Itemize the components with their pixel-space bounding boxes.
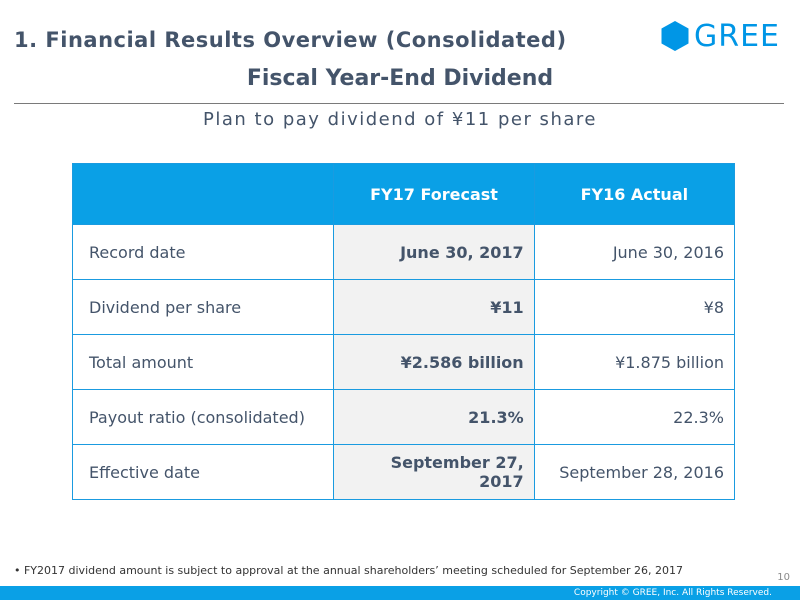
page-number: 10 <box>777 572 790 583</box>
slide-title: Fiscal Year-End Dividend <box>246 66 554 91</box>
table-header-row: FY17 Forecast FY16 Actual <box>71 163 736 225</box>
table-row: Effective date September 27, 2017 Septem… <box>71 444 736 500</box>
forecast-value: September 27, 2017 <box>333 444 535 500</box>
copyright-text: Copyright © GREE, Inc. All Rights Reserv… <box>573 588 772 598</box>
gree-logo: GREE <box>660 18 780 54</box>
table-row: Total amount ¥2.586 billion ¥1.875 billi… <box>71 334 736 390</box>
actual-value: 22.3% <box>533 389 736 445</box>
forecast-value: ¥2.586 billion <box>333 334 535 390</box>
actual-value: ¥8 <box>533 279 736 335</box>
section-title: 1. Financial Results Overview (Consolida… <box>14 28 567 52</box>
row-label: Effective date <box>71 444 335 500</box>
footnote: • FY2017 dividend amount is subject to a… <box>14 564 684 577</box>
row-label: Dividend per share <box>71 279 335 335</box>
header-cell-forecast: FY17 Forecast <box>333 163 535 225</box>
row-label: Record date <box>71 224 335 280</box>
forecast-value: ¥11 <box>333 279 535 335</box>
header-cell-blank <box>71 163 335 225</box>
forecast-value: June 30, 2017 <box>333 224 535 280</box>
actual-value: June 30, 2016 <box>533 224 736 280</box>
table-row: Record date June 30, 2017 June 30, 2016 <box>71 224 736 280</box>
header-cell-actual: FY16 Actual <box>533 163 736 225</box>
title-divider <box>14 103 784 104</box>
row-label: Payout ratio (consolidated) <box>71 389 335 445</box>
hexagon-logo-icon <box>661 21 689 51</box>
table-row: Dividend per share ¥11 ¥8 <box>71 279 736 335</box>
logo-text: GREE <box>694 18 781 54</box>
dividend-table: FY17 Forecast FY16 Actual Record date Ju… <box>71 163 736 500</box>
actual-value: ¥1.875 billion <box>533 334 736 390</box>
table-row: Payout ratio (consolidated) 21.3% 22.3% <box>71 389 736 445</box>
slide-subtitle: Plan to pay dividend of ¥11 per share <box>203 109 597 130</box>
footer-bar: Copyright © GREE, Inc. All Rights Reserv… <box>0 586 800 600</box>
actual-value: September 28, 2016 <box>533 444 736 500</box>
row-label: Total amount <box>71 334 335 390</box>
forecast-value: 21.3% <box>333 389 535 445</box>
